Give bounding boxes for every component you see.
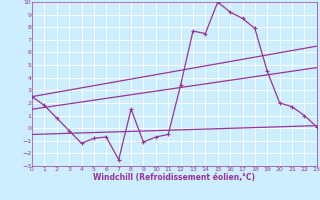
X-axis label: Windchill (Refroidissement éolien,°C): Windchill (Refroidissement éolien,°C) [93,173,255,182]
